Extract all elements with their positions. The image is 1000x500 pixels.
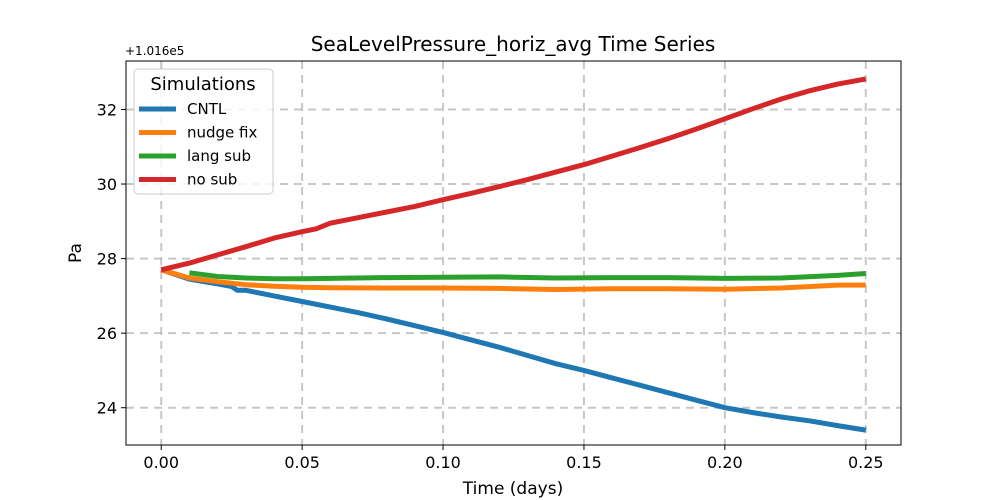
y-axis-ticks: 24 26 28 30 32 bbox=[97, 100, 126, 418]
x-tick-label: 0.00 bbox=[143, 453, 179, 472]
legend-label-nudge-fix: nudge fix bbox=[187, 124, 258, 142]
x-tick-label: 0.15 bbox=[566, 453, 602, 472]
series-line-nudge-fix bbox=[160, 267, 866, 292]
y-axis-label: Pa bbox=[66, 243, 86, 263]
series-line-cntl bbox=[160, 267, 867, 433]
x-tick-label: 0.25 bbox=[848, 453, 884, 472]
y-tick-label: 32 bbox=[97, 100, 117, 119]
legend-label-no-sub: no sub bbox=[187, 171, 237, 189]
x-tick-label: 0.05 bbox=[284, 453, 320, 472]
series-lines bbox=[160, 76, 867, 433]
series-line-lang-sub bbox=[189, 270, 866, 282]
y-tick-label: 24 bbox=[97, 399, 117, 418]
chart-title: SeaLevelPressure_horiz_avg Time Series bbox=[311, 32, 716, 56]
legend-entries: CNTL nudge fix lang sub no sub bbox=[139, 100, 258, 189]
x-tick-label: 0.10 bbox=[425, 453, 461, 472]
legend-title: Simulations bbox=[150, 74, 255, 95]
y-axis-offset-label: +1.016e5 bbox=[125, 44, 184, 58]
legend-label-lang-sub: lang sub bbox=[187, 147, 251, 165]
x-tick-label: 0.20 bbox=[707, 453, 743, 472]
legend-box bbox=[133, 68, 274, 195]
series-line-no-sub bbox=[160, 76, 867, 273]
x-axis-ticks: 0.00 0.05 0.10 0.15 0.20 0.25 bbox=[143, 445, 884, 472]
x-axis-label: Time (days) bbox=[462, 479, 563, 499]
y-tick-label: 28 bbox=[97, 250, 117, 269]
y-tick-label: 26 bbox=[97, 324, 117, 343]
legend-label-cntl: CNTL bbox=[187, 100, 227, 118]
legend: Simulations CNTL nudge fix lang sub no sub bbox=[133, 68, 274, 195]
y-tick-label: 30 bbox=[97, 175, 117, 194]
plot-frame bbox=[125, 60, 902, 446]
